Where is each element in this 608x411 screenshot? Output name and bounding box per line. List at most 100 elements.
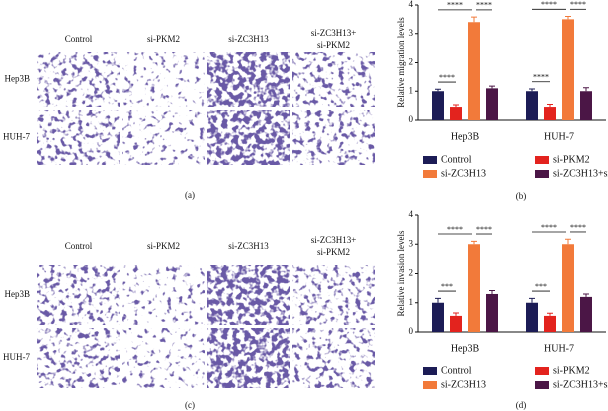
legend-label: Control xyxy=(441,365,472,376)
legend-swatch xyxy=(423,156,437,164)
panel-label: (a) xyxy=(185,190,195,200)
y-tick-label: 2 xyxy=(409,268,414,278)
panel-label: (d) xyxy=(516,400,527,410)
error-bar xyxy=(453,104,459,108)
microscopy-image xyxy=(292,110,375,165)
x-tick-label: HUH-7 xyxy=(544,131,574,142)
bar xyxy=(468,22,480,120)
microscopy-image xyxy=(207,52,290,107)
error-bar xyxy=(435,297,441,303)
y-axis-label: Relative invasion levels xyxy=(396,230,406,316)
bar xyxy=(432,91,444,120)
legend-label: si-ZC3H13+si-PKM2 xyxy=(553,379,608,390)
bar xyxy=(526,91,538,120)
panel-label: (b) xyxy=(516,191,527,201)
legend-label: si-ZC3H13 xyxy=(441,168,486,179)
bar xyxy=(486,293,498,332)
bar xyxy=(526,302,538,332)
significance-label: **** xyxy=(447,1,463,10)
x-tick-label: HUH-7 xyxy=(544,343,574,354)
microscopy-image xyxy=(37,110,120,165)
bar xyxy=(432,302,444,332)
microscopy-image xyxy=(37,265,120,325)
legend-swatch xyxy=(423,367,437,375)
legend-label: si-PKM2 xyxy=(553,154,590,165)
row-label: HUH-7 xyxy=(3,352,30,362)
microscopy-image xyxy=(37,52,120,107)
y-tick-label: 4 xyxy=(409,0,414,9)
row-label: HUH-7 xyxy=(3,132,30,142)
significance-label: *** xyxy=(441,282,453,291)
bar xyxy=(544,315,556,332)
error-bar xyxy=(583,87,589,92)
y-tick-label: 0 xyxy=(409,114,414,124)
microscopy-image xyxy=(207,328,290,388)
x-tick-label: Hep3B xyxy=(451,343,480,354)
error-bar xyxy=(471,240,477,245)
column-label: si-PKM2 xyxy=(147,34,180,44)
bar xyxy=(562,244,574,332)
microscopy-image xyxy=(122,110,205,165)
bar xyxy=(580,296,592,332)
row-label: Hep3B xyxy=(5,289,31,299)
error-bar xyxy=(547,103,553,108)
column-label: si-ZC3H13+ xyxy=(311,235,357,245)
legend-swatch xyxy=(535,170,549,178)
y-tick-label: 3 xyxy=(409,238,414,248)
error-bar xyxy=(565,16,571,20)
column-label: si-ZC3H13 xyxy=(228,34,269,44)
legend-label: si-ZC3H13 xyxy=(441,379,486,390)
y-tick-label: 1 xyxy=(409,85,414,95)
significance-label: **** xyxy=(533,73,549,82)
significance-label: **** xyxy=(541,0,557,9)
bar xyxy=(450,315,462,332)
significance-label: **** xyxy=(541,223,557,232)
y-axis-label: Relative migration levels xyxy=(396,17,406,108)
error-bar xyxy=(489,289,495,294)
error-bar xyxy=(529,88,535,92)
error-bar xyxy=(529,297,535,303)
y-tick-label: 2 xyxy=(409,57,414,67)
error-bar xyxy=(435,88,441,92)
column-label: si-PKM2 xyxy=(147,241,180,251)
y-tick-label: 1 xyxy=(409,297,414,307)
bar xyxy=(580,91,592,120)
error-bar xyxy=(547,312,553,316)
legend-swatch xyxy=(535,381,549,389)
legend-label: Control xyxy=(441,154,472,165)
microscopy-image xyxy=(122,52,205,107)
x-tick-label: Hep3B xyxy=(451,131,480,142)
column-label: si-ZC3H13 xyxy=(228,241,269,251)
bar xyxy=(468,244,480,332)
row-label: Hep3B xyxy=(5,74,31,84)
error-bar xyxy=(489,85,495,89)
significance-label: *** xyxy=(535,282,547,291)
legend-label: si-ZC3H13+si-PKM2 xyxy=(553,168,608,179)
significance-label: **** xyxy=(570,223,586,232)
microscopy-image xyxy=(292,328,375,388)
significance-label: **** xyxy=(439,73,455,82)
panel-label: (c) xyxy=(185,400,195,410)
column-label: si-PKM2 xyxy=(317,247,350,257)
legend-label: si-PKM2 xyxy=(553,365,590,376)
error-bar xyxy=(453,312,459,316)
column-label: Control xyxy=(65,241,93,251)
significance-label: **** xyxy=(476,1,492,10)
bar xyxy=(450,107,462,120)
error-bar xyxy=(565,238,571,245)
microscopy-image xyxy=(122,328,205,388)
microscopy-image xyxy=(292,265,375,325)
y-tick-label: 4 xyxy=(409,209,414,219)
bar xyxy=(486,88,498,120)
legend-swatch xyxy=(423,170,437,178)
error-bar xyxy=(583,293,589,297)
microscopy-image xyxy=(37,328,120,388)
column-label: si-ZC3H13+ xyxy=(311,28,357,38)
column-label: si-PKM2 xyxy=(317,40,350,50)
microscopy-image xyxy=(207,110,290,165)
significance-label: **** xyxy=(476,225,492,234)
significance-label: **** xyxy=(447,225,463,234)
column-label: Control xyxy=(65,34,93,44)
